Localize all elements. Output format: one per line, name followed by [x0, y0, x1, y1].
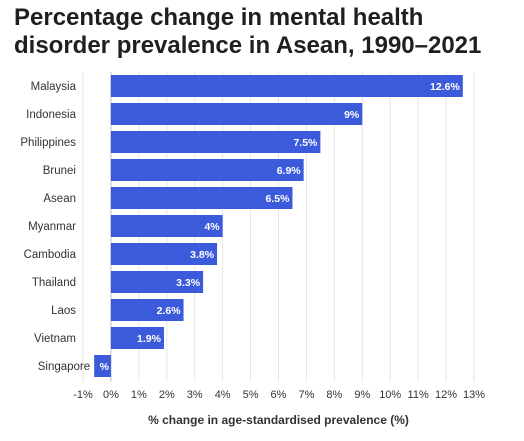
x-tick-label: 0%: [103, 389, 119, 401]
x-tick-label: 7%: [298, 389, 314, 401]
bar: [110, 187, 293, 209]
x-tick-label: -1%: [73, 389, 93, 401]
x-tick-labels: -1% 0% 1% 2% 3% 4% 5% 6% 7% 8% 9% 10% 11% 12% 13%: [73, 389, 485, 401]
category-label: Philippines: [20, 137, 76, 149]
x-tick-label: 2%: [159, 389, 175, 401]
bar-value-label: 12.6%: [430, 81, 460, 93]
bar: [110, 103, 363, 125]
bar-value-label: 3.8%: [190, 249, 215, 261]
category-label: Asean: [43, 193, 76, 205]
category-label: Malaysia: [31, 81, 77, 93]
category-label: Vietnam: [34, 333, 76, 345]
category-labels: Malaysia Indonesia Philippines Brunei Asean M…: [20, 81, 90, 373]
bar-value-label: 1.9%: [137, 333, 162, 345]
bar: [94, 355, 111, 377]
category-label: Cambodia: [24, 249, 77, 261]
bar-value-label: 3.3%: [176, 277, 201, 289]
bars: 12.6% 9% 7.5% 6.9% 6.5% 4% 3.8% 3.3% 2.6% 1.9%%: [94, 75, 463, 377]
category-label: Brunei: [43, 165, 76, 177]
chart-title: Percentage change in mental health disor…: [14, 4, 482, 59]
bar-value-label: 2.6%: [157, 305, 182, 317]
bar-value-label: 9%: [344, 109, 360, 121]
x-tick-label: 12%: [435, 389, 457, 401]
x-tick-label: 3%: [187, 389, 203, 401]
bar-value-label: 4%: [204, 221, 220, 233]
bar: [110, 243, 218, 265]
bar-value-label: 6.5%: [266, 193, 291, 205]
bar: [110, 75, 463, 97]
bar-value-label: 7.5%: [293, 137, 318, 149]
x-tick-label: 10%: [379, 389, 401, 401]
category-label: Indonesia: [26, 109, 76, 121]
x-tick-label: 6%: [271, 389, 287, 401]
category-label: Laos: [51, 305, 76, 317]
category-label: Singapore: [38, 361, 90, 373]
x-tick-label: 4%: [215, 389, 231, 401]
bar: [110, 271, 204, 293]
x-tick-label: 1%: [131, 389, 147, 401]
x-tick-label: 5%: [243, 389, 259, 401]
bar-value-label: %: [100, 361, 110, 373]
x-axis-label: % change in age-standardised prevalence …: [148, 413, 409, 427]
bar: [110, 131, 321, 153]
bar: [110, 299, 184, 321]
category-label: Thailand: [32, 277, 76, 289]
x-tick-label: 13%: [463, 389, 485, 401]
bar: [110, 327, 164, 349]
category-label: Myanmar: [28, 221, 76, 233]
x-tick-label: 9%: [354, 389, 370, 401]
bar: [110, 215, 223, 237]
x-tick-label: 11%: [408, 389, 429, 401]
x-tick-label: 8%: [326, 389, 342, 401]
bar: [110, 159, 304, 181]
bar-value-label: 6.9%: [277, 165, 302, 177]
